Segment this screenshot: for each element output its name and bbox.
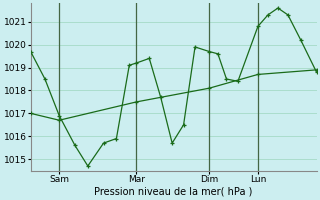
X-axis label: Pression niveau de la mer( hPa ): Pression niveau de la mer( hPa )	[94, 187, 253, 197]
